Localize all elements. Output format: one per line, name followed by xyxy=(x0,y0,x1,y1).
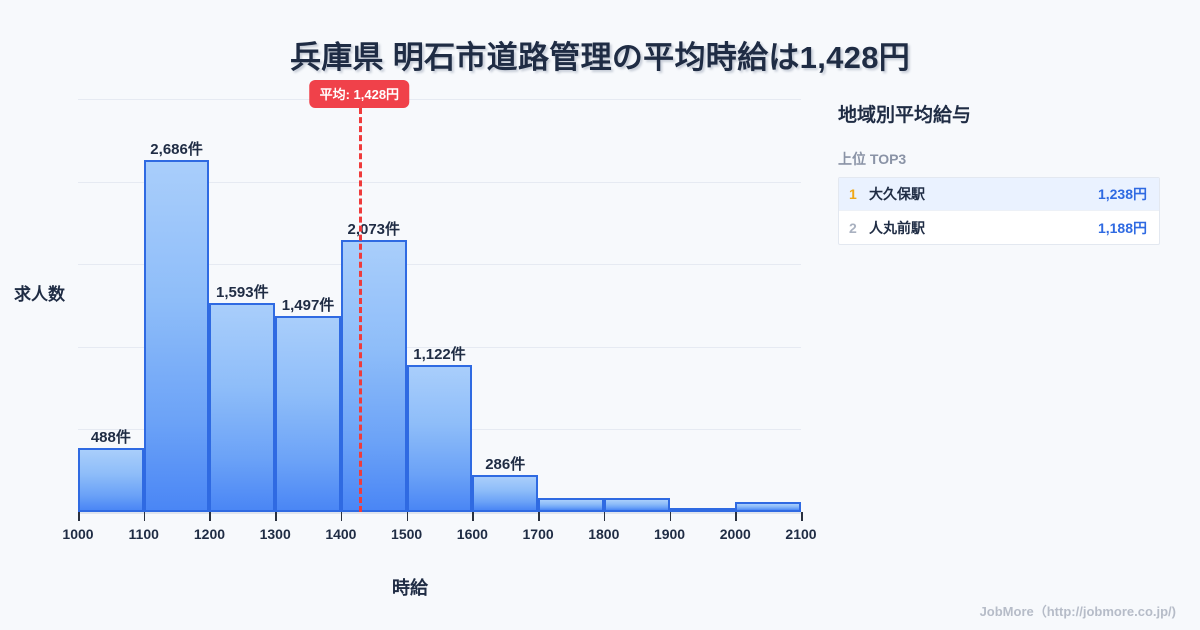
x-tick xyxy=(406,512,409,521)
rank-number: 2 xyxy=(849,219,857,236)
rank-value: 1,188円 xyxy=(1097,219,1147,236)
y-axis-title: 求人数 xyxy=(14,285,65,304)
x-tick-label: 1200 xyxy=(193,526,226,542)
x-axis-line xyxy=(78,512,801,514)
rank-table: 1 大久保駅 1,238円 2 人丸前駅 1,188円 xyxy=(838,177,1160,245)
rank-area-name: 大久保駅 xyxy=(869,186,925,202)
bar-value-label: 488件 xyxy=(90,429,131,447)
x-tick xyxy=(275,512,277,521)
regional-salary-panel: 地域別平均給与 上位 TOP3 1 大久保駅 1,238円 2 人丸前駅 1,188円 xyxy=(838,100,1168,245)
x-tick xyxy=(735,512,737,521)
x-tick-label: 1300 xyxy=(259,526,291,542)
x-axis-title: 時給 xyxy=(392,578,428,598)
x-tick xyxy=(603,512,606,521)
x-tick-label: 2100 xyxy=(785,526,817,542)
x-tick-label: 1500 xyxy=(391,526,423,542)
x-tick xyxy=(538,512,540,521)
x-tick xyxy=(472,512,474,521)
x-tick-label: 2000 xyxy=(719,526,751,542)
bar-value-label: 2,073件 xyxy=(347,221,401,239)
bar-value-label: 1,593件 xyxy=(216,284,269,302)
gridline xyxy=(78,99,801,100)
average-line xyxy=(359,99,363,512)
bar[interactable] xyxy=(275,315,341,512)
histogram-chart: 求人数 488件 2,686件 1,593件 1,497件 2,073件 1,122件 28… xyxy=(0,80,820,600)
rank-row[interactable]: 2 人丸前駅 1,188円 xyxy=(839,211,1159,244)
x-tick xyxy=(78,512,80,521)
panel-heading: 地域別平均給与 xyxy=(838,105,972,126)
bar[interactable] xyxy=(472,474,539,512)
x-tick xyxy=(801,512,803,521)
x-tick xyxy=(340,512,343,521)
gridline xyxy=(78,264,801,266)
rank-area-name: 人丸前駅 xyxy=(869,219,925,236)
bar[interactable] xyxy=(603,497,670,512)
x-tick-label: 1700 xyxy=(522,526,554,542)
x-tick-label: 1900 xyxy=(653,526,686,542)
bar-series xyxy=(78,99,801,512)
x-tick xyxy=(143,512,146,521)
x-tick-label: 1000 xyxy=(62,526,94,542)
x-tick-label: 1400 xyxy=(325,526,357,542)
bar[interactable] xyxy=(669,508,736,512)
footer-attribution: JobMore（http://jobmore.co.jp/) xyxy=(979,604,1176,619)
bar-value-label: 1,122件 xyxy=(413,345,466,363)
bar-value-label: 286件 xyxy=(485,455,526,473)
x-tick-label: 1100 xyxy=(128,526,159,542)
rank-value: 1,238円 xyxy=(1097,186,1147,202)
bar[interactable] xyxy=(78,448,144,512)
bar[interactable] xyxy=(406,364,473,512)
bar[interactable] xyxy=(340,240,407,512)
average-badge: 平均: 1,428円 xyxy=(309,80,410,108)
bar[interactable] xyxy=(143,159,210,512)
bar[interactable] xyxy=(538,497,604,512)
panel-subheading: 上位 TOP3 xyxy=(838,151,907,167)
bar[interactable] xyxy=(209,303,276,512)
x-tick xyxy=(669,512,672,521)
page-title: 兵庫県 明石市道路管理の平均時給は1,428円 xyxy=(289,40,911,75)
bar-value-label: 2,686件 xyxy=(150,140,203,158)
x-tick xyxy=(209,512,211,521)
x-tick-label: 1800 xyxy=(588,526,620,542)
gridline xyxy=(78,346,801,348)
plot-area xyxy=(78,99,801,512)
x-tick-label: 1600 xyxy=(456,526,488,542)
bar-value-label: 1,497件 xyxy=(281,296,335,314)
rank-number: 1 xyxy=(849,186,857,202)
gridline xyxy=(78,181,801,183)
bar[interactable] xyxy=(735,501,801,512)
rank-row[interactable]: 1 大久保駅 1,238円 xyxy=(839,178,1159,211)
